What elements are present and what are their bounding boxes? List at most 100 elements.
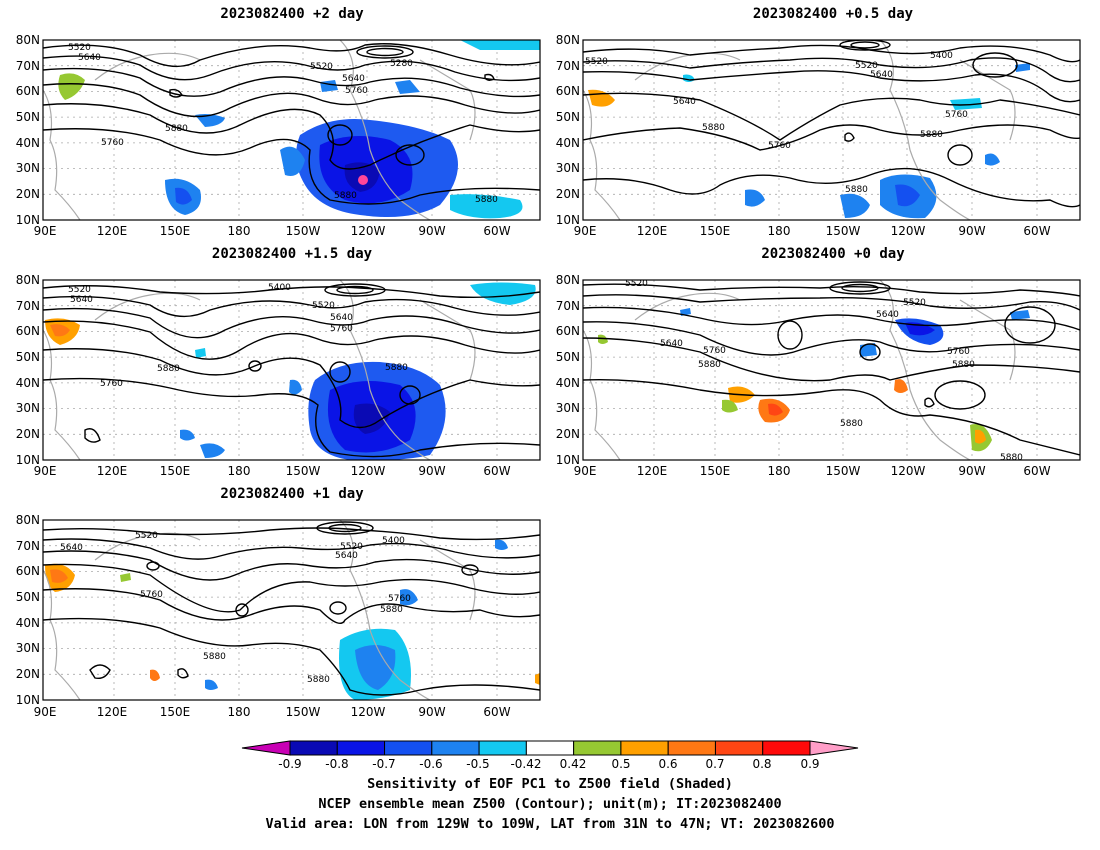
contour-label: 5760 — [330, 324, 353, 334]
colorbar-tick-label: -0.6 — [419, 757, 442, 771]
contour-label: 5760 — [100, 379, 123, 389]
colorbar-high-end — [809, 740, 859, 756]
lat-label: 70N — [16, 59, 40, 73]
lon-label: 180 — [228, 464, 251, 478]
contour-label: 5760 — [101, 138, 124, 148]
gridlines — [43, 40, 540, 220]
panel-title-p2: 2023082400 +2 day — [220, 6, 364, 22]
panel-p2: 5520 5640 5280 5520 5640 5760 5880 5760 … — [16, 33, 541, 238]
lat-label: 70N — [556, 59, 580, 73]
contour-label: 5880 — [698, 360, 721, 370]
z500-contours — [43, 521, 540, 696]
lon-label: 180 — [768, 224, 791, 238]
lon-label: 150W — [826, 464, 861, 478]
lat-label: 80N — [556, 33, 580, 47]
contour-label: 5760 — [140, 590, 163, 600]
contour-label: 5640 — [342, 74, 365, 84]
lon-label: 120E — [97, 705, 128, 719]
contour-label: 5640 — [870, 70, 893, 80]
lat-labels: 80N 70N 60N 50N 40N 30N 20N 10N — [556, 33, 580, 227]
lat-label: 60N — [16, 84, 40, 98]
panel-title-p05: 2023082400 +0.5 day — [752, 6, 914, 22]
contour-labels: 5520 5520 5640 5640 5760 5880 5760 5880 … — [625, 280, 1023, 460]
panel-title-p15: 2023082400 +1.5 day — [211, 246, 373, 262]
lon-label: 90W — [418, 464, 445, 478]
lat-label: 40N — [16, 376, 40, 390]
lat-label: 50N — [16, 350, 40, 364]
lon-label: 120E — [97, 224, 128, 238]
colorbar-tick-label: -0.9 — [278, 757, 301, 771]
lat-label: 20N — [16, 427, 40, 441]
lon-label: 150E — [160, 705, 191, 719]
lat-label: 40N — [16, 616, 40, 630]
lat-label: 40N — [556, 136, 580, 150]
contour-label: 5880 — [952, 360, 975, 370]
colorbar-box — [573, 740, 622, 756]
contour-label: 5520 — [903, 298, 926, 308]
contour-label: 5760 — [345, 86, 368, 96]
contour-labels: 5520 5640 5400 5520 5640 5760 5880 5760 … — [68, 283, 408, 389]
lat-labels: 80N 70N 60N 50N 40N 30N 20N 10N — [16, 33, 40, 227]
lon-label: 90W — [418, 705, 445, 719]
lat-label: 10N — [16, 213, 40, 227]
colorbar-tick-labels: -0.9 -0.8 -0.7 -0.6 -0.5 -0.42 0.42 0.5 … — [278, 757, 819, 771]
contour-label: 5520 — [135, 531, 158, 541]
coastlines — [583, 280, 1016, 460]
contour-label: 5880 — [840, 419, 863, 429]
colorbar-box — [384, 740, 433, 756]
sensitivity-shading — [588, 63, 1030, 219]
z500-contours — [583, 281, 1080, 456]
lon-label: 60W — [1023, 464, 1050, 478]
lon-label: 150E — [160, 224, 191, 238]
lat-label: 80N — [16, 273, 40, 287]
lat-label: 60N — [16, 324, 40, 338]
map-frame — [582, 279, 1081, 461]
contour-label: 5400 — [268, 283, 291, 293]
lat-label: 60N — [556, 324, 580, 338]
contour-label: 5880 — [380, 605, 403, 615]
lat-label: 10N — [556, 213, 580, 227]
contour-label: 5760 — [947, 347, 970, 357]
map-frame — [42, 39, 541, 221]
contour-label: 5400 — [382, 536, 405, 546]
lon-label: 60W — [1023, 224, 1050, 238]
contour-label: 5640 — [335, 551, 358, 561]
contour-label: 5640 — [330, 313, 353, 323]
z500-contours — [43, 283, 540, 458]
lon-label: 60W — [483, 464, 510, 478]
colorbar-box — [620, 740, 669, 756]
lat-label: 30N — [556, 161, 580, 175]
lat-label: 50N — [556, 350, 580, 364]
lon-label: 180 — [768, 464, 791, 478]
lat-label: 80N — [16, 33, 40, 47]
colorbar-box — [431, 740, 480, 756]
contour-label: 5760 — [768, 141, 791, 151]
lon-label: 120E — [637, 224, 668, 238]
lon-label: 90E — [574, 224, 597, 238]
panel-p05: 5520 5400 5520 5640 5640 5880 5760 5760 … — [556, 33, 1081, 238]
contour-label: 5640 — [673, 97, 696, 107]
lat-label: 50N — [16, 110, 40, 124]
lon-labels: 90E 120E 150E 180 150W 120W 90W 60W — [34, 224, 511, 238]
contour-label: 5640 — [876, 310, 899, 320]
lat-label: 50N — [16, 590, 40, 604]
lon-label: 60W — [483, 224, 510, 238]
contour-labels: 5520 5640 5280 5520 5640 5760 5880 5760 … — [68, 43, 498, 205]
lon-label: 120W — [351, 464, 386, 478]
lon-label: 90E — [34, 705, 57, 719]
contour-label: 5520 — [585, 57, 608, 67]
contour-label: 5520 — [310, 62, 333, 72]
contour-label: 5880 — [920, 130, 943, 140]
contour-label: 5880 — [702, 123, 725, 133]
lat-label: 70N — [16, 539, 40, 553]
contour-label: 5520 — [312, 301, 335, 311]
lon-label: 120W — [891, 464, 926, 478]
coastlines — [43, 280, 476, 460]
panel-p0: 5520 5520 5640 5640 5760 5880 5760 5880 … — [556, 273, 1081, 478]
colorbar-tick-label: -0.7 — [372, 757, 395, 771]
colorbar-tick-label: 0.42 — [560, 757, 587, 771]
lon-label: 120W — [351, 224, 386, 238]
lon-label: 120W — [891, 224, 926, 238]
map-frame — [42, 519, 541, 701]
lon-labels: 90E 120E 150E 180 150W 120W 90W 60W — [574, 224, 1051, 238]
